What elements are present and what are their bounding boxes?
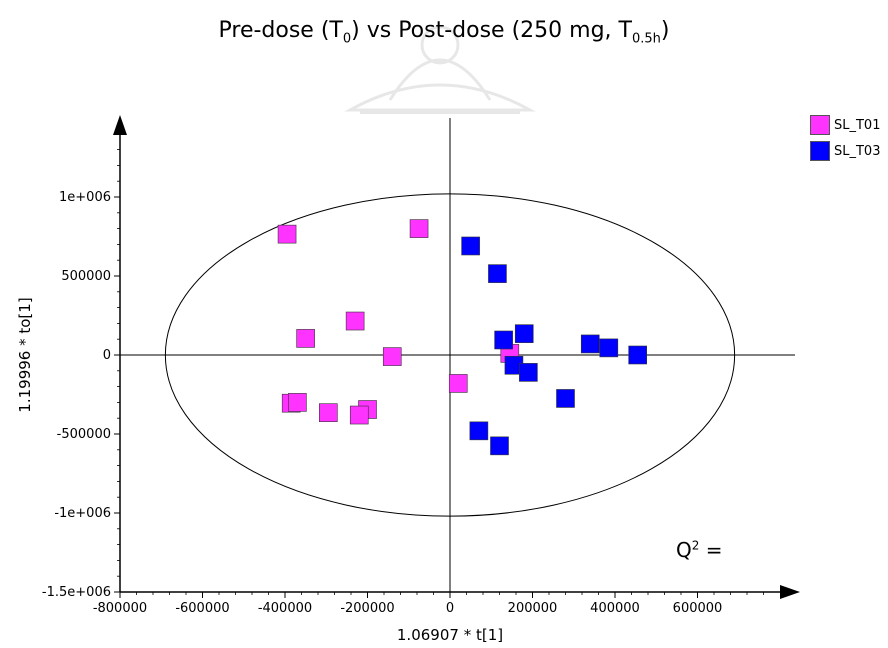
data-point-sl-t03 (469, 421, 489, 441)
data-point-sl-t01 (296, 329, 315, 348)
watermark-emblem (344, 25, 536, 114)
data-point-sl-t03 (556, 389, 575, 408)
x-tick-label: 200000 (508, 601, 558, 616)
data-point-sl-t03 (628, 345, 647, 365)
x-axis-arrow (780, 585, 800, 599)
legend-swatch-sl-t03 (810, 141, 830, 161)
y-axis-arrow (113, 115, 127, 135)
x-tick-label: -800000 (93, 601, 147, 616)
y-tick-label: 0 (103, 348, 111, 363)
chart-title-main: Pre-dose (T (218, 18, 343, 43)
data-point-sl-t03 (494, 330, 513, 350)
legend-label-sl-t03: SL_T03 (834, 143, 881, 159)
data-point-sl-t01 (409, 219, 429, 238)
legend-swatch-sl-t01 (810, 115, 830, 135)
data-point-sl-t03 (490, 436, 509, 456)
y-tick-label: -1.5e+006 (42, 585, 111, 600)
data-point-sl-t03 (514, 324, 534, 343)
data-point-sl-t01 (382, 347, 402, 366)
data-point-sl-t01 (448, 374, 468, 393)
data-point-sl-t03 (580, 334, 600, 354)
data-point-sl-t01 (349, 405, 369, 425)
chart-title-end: ) (660, 18, 670, 43)
q2-superscript: 2 (691, 538, 700, 553)
x-tick-label: 0 (446, 601, 454, 616)
y-tick-label: 500000 (61, 269, 111, 284)
chart-title: Pre-dose (T0) vs Post-dose (250 mg, T0.5… (0, 18, 888, 46)
data-point-sl-t01 (277, 224, 297, 244)
data-point-sl-t01 (345, 311, 365, 331)
data-point-sl-t01 (319, 403, 338, 422)
x-tick-label: -400000 (258, 601, 312, 616)
x-tick-label: 600000 (673, 601, 723, 616)
legend-label-sl-t01: SL_T01 (834, 117, 881, 133)
data-point-sl-t03 (519, 363, 538, 382)
legend-item-sl-t03: SL_T03 (810, 138, 880, 164)
x-tick-label: -200000 (340, 601, 394, 616)
x-tick-label: -600000 (175, 601, 229, 616)
legend-item-sl-t01: SL_T01 (810, 112, 880, 138)
y-tick-label: -500000 (57, 427, 111, 442)
x-axis-label: 1.06907 * t[1] (397, 626, 503, 644)
chart-title-mid: ) vs Post-dose (250 mg, T (351, 18, 632, 43)
q2-label: Q (676, 538, 692, 562)
x-tick-label: 400000 (590, 601, 640, 616)
data-point-sl-t01 (288, 393, 307, 412)
legend: SL_T01 SL_T03 (810, 112, 880, 164)
chart-title-sub1: 0 (342, 31, 352, 47)
q2-suffix: = (699, 538, 723, 562)
y-axis-label: 1.19996 * to[1] (16, 297, 34, 412)
q2-annotation: Q2 = (676, 538, 723, 562)
y-tick-label: -1e+006 (54, 506, 111, 521)
data-point-sl-t03 (461, 236, 480, 256)
y-tick-label: 1e+006 (59, 190, 111, 205)
data-point-sl-t03 (488, 264, 507, 283)
chart-title-sub2: 0.5h (631, 31, 661, 47)
data-point-sl-t03 (599, 338, 619, 358)
